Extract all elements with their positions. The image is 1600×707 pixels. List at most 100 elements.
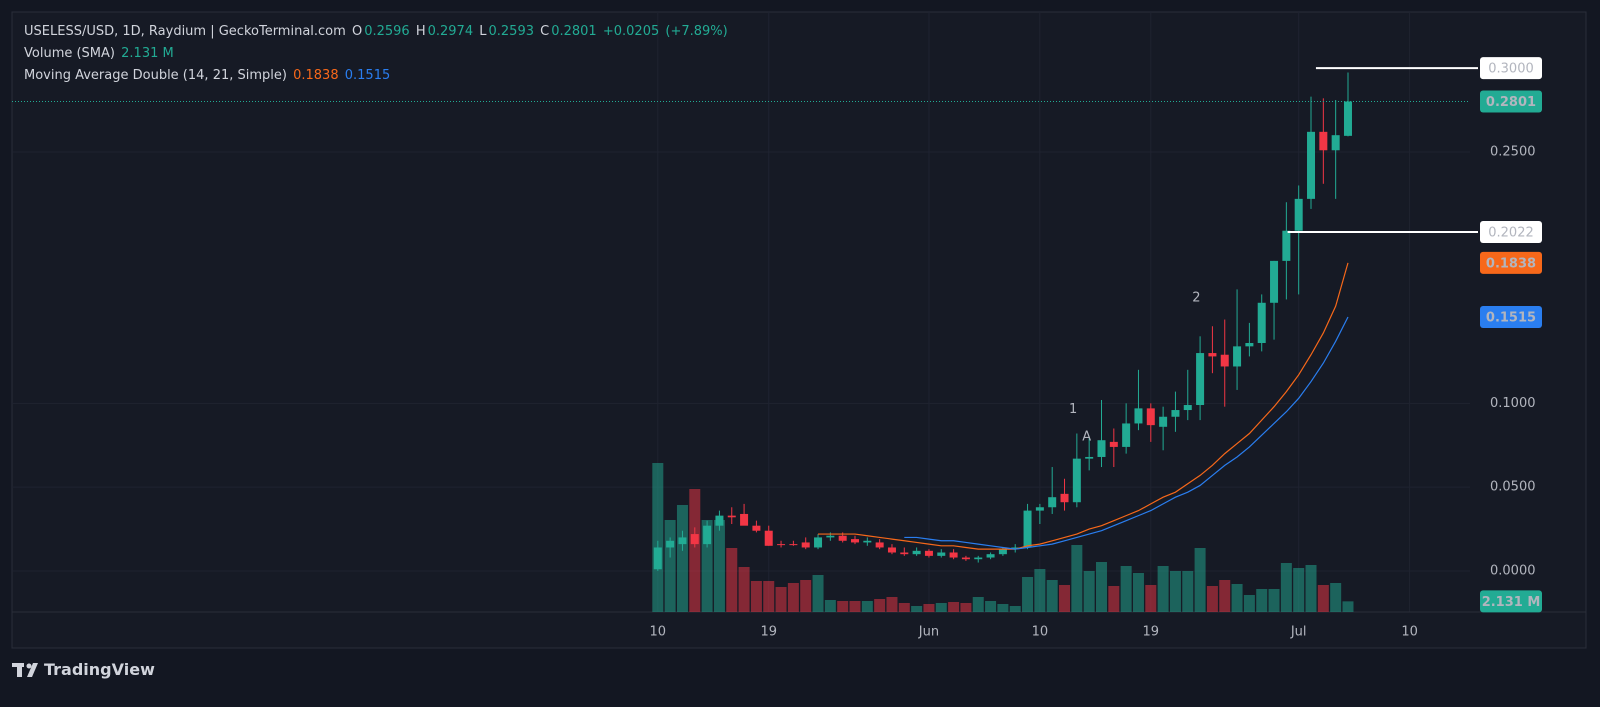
volume-bar (1022, 577, 1034, 612)
axis-tag-label: 2.131 M (1482, 595, 1541, 610)
legend-row: Moving Average Double (14, 21, Simple) 0… (24, 65, 730, 87)
volume-bar (812, 575, 824, 612)
candle-body (937, 552, 946, 556)
volume-bar (787, 583, 799, 612)
candle-body (1208, 353, 1217, 357)
volume-bar (701, 520, 713, 612)
price-tag (1480, 221, 1542, 244)
candle-body (1048, 497, 1057, 508)
volume-bar (1157, 566, 1169, 612)
x-tick-label: Jul (1290, 625, 1307, 640)
legend-text: (+7.89%) (665, 24, 728, 39)
legend-text: +0.0205 (602, 24, 660, 39)
volume-bar (1280, 563, 1292, 612)
y-tick-label: 0.0000 (1490, 563, 1536, 578)
candle-body (826, 535, 835, 538)
volume-bar (1145, 585, 1157, 612)
candle-body (666, 540, 675, 548)
x-tick-label: 10 (1401, 625, 1418, 640)
legend-text: 0.1838 (293, 68, 339, 83)
candle-body (1097, 440, 1106, 457)
candle-body (653, 547, 662, 570)
volume-bar (1071, 545, 1083, 612)
price-tag-label: 0.3000 (1488, 62, 1534, 77)
candle-body (1233, 346, 1242, 367)
candle-body (1060, 493, 1069, 503)
candle-body (727, 515, 736, 518)
candle-body (887, 547, 896, 553)
axis-tag-label: 0.2801 (1486, 95, 1536, 110)
candle-body (986, 554, 995, 558)
x-tick-label: 10 (650, 625, 667, 640)
candle-body (789, 544, 798, 546)
candle-body (740, 513, 749, 526)
volume-bar (800, 580, 812, 612)
candle-body (715, 515, 724, 526)
candle-body (703, 525, 712, 545)
x-tick-label: 19 (1143, 625, 1160, 640)
price-tag-label: 0.2022 (1488, 226, 1534, 241)
volume-bar (1034, 569, 1046, 612)
candle-body (974, 557, 983, 560)
volume-bar (750, 581, 762, 612)
volume-bar (1219, 580, 1231, 612)
volume-bar (948, 602, 960, 612)
volume-bar (775, 587, 787, 612)
candle-body (801, 542, 810, 548)
legend-text: L (479, 24, 487, 39)
candle-body (1319, 131, 1328, 151)
volume-bar (1132, 573, 1144, 612)
candle-body (838, 535, 847, 541)
x-tick-label: Jun (918, 625, 939, 640)
x-tick-label: 19 (760, 625, 777, 640)
volume-bar (1108, 586, 1120, 612)
volume-bar (713, 520, 725, 612)
y-tick-label: 0.2500 (1490, 144, 1536, 159)
volume-bar (1059, 585, 1071, 612)
candle-body (900, 552, 909, 555)
volume-bar (1009, 606, 1021, 612)
annotation: 2 (1192, 290, 1200, 305)
x-tick-label: 10 (1032, 625, 1049, 640)
volume-bar (923, 604, 935, 612)
legend-text: H (415, 24, 426, 39)
candle-body (998, 549, 1007, 555)
candle-body (764, 530, 773, 546)
volume-bar (664, 520, 676, 612)
candle-body (1183, 405, 1192, 411)
candle-body (814, 537, 823, 548)
candle-body (1282, 230, 1291, 261)
volume-bar (898, 603, 910, 612)
candle-body (924, 550, 933, 556)
ma-line (818, 262, 1349, 550)
volume-bar (824, 600, 836, 612)
candle-body (961, 557, 970, 560)
volume-bar (689, 489, 701, 612)
legend-text: 0.1515 (344, 68, 391, 83)
candle-body (875, 542, 884, 548)
volume-bar (1317, 585, 1329, 612)
legend-text: 0.2974 (427, 24, 474, 39)
legend-text: O (351, 24, 363, 39)
volume-bar (1256, 589, 1268, 612)
volume-bar (997, 604, 1009, 612)
volume-bar (972, 597, 984, 612)
ma-line (904, 316, 1349, 550)
volume-bar (874, 599, 886, 612)
y-tick-label: 0.0500 (1490, 480, 1536, 495)
candle-body (1257, 302, 1266, 344)
volume-bar (1095, 562, 1107, 612)
candle-body (1343, 101, 1352, 136)
candle-body (1159, 416, 1168, 427)
candle-body (777, 544, 786, 546)
volume-bar (676, 505, 688, 612)
volume-bar (1169, 571, 1181, 612)
candle-body (752, 525, 761, 531)
volume-bar (1330, 583, 1342, 612)
candle-body (1294, 198, 1303, 231)
candle-body (1085, 456, 1094, 459)
axis-tag (1480, 590, 1542, 613)
volume-bar (1231, 584, 1243, 612)
volume-bar (1046, 580, 1058, 612)
